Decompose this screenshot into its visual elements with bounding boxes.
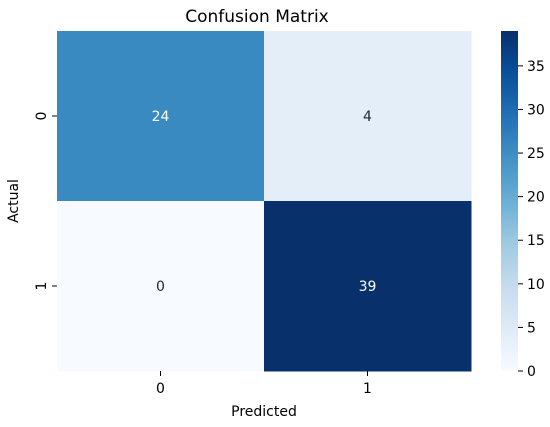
colorbar-tick-label-2: 10 bbox=[527, 277, 545, 293]
colorbar-tick-label-3: 15 bbox=[527, 233, 545, 249]
colorbar-tick-label-4: 20 bbox=[527, 190, 545, 206]
cell-annotation-1-1: 39 bbox=[359, 279, 377, 295]
colorbar-ticks: 0 5 10 15 20 25 30 35 bbox=[518, 59, 545, 380]
y-axis-ticks: 01 bbox=[34, 112, 57, 291]
cell-annotation-1-0: 0 bbox=[156, 279, 165, 295]
colorbar-tick-label-6: 30 bbox=[527, 102, 545, 118]
x-axis-label: Predicted bbox=[231, 404, 297, 420]
colorbar-tick-label-0: 0 bbox=[527, 364, 536, 380]
colorbar: 0 5 10 15 20 25 30 35 bbox=[501, 31, 545, 380]
colorbar-gradient-bar bbox=[501, 31, 518, 371]
colorbar-tick-label-7: 35 bbox=[527, 59, 545, 75]
x-tick-label-0: 0 bbox=[156, 381, 165, 397]
colorbar-tick-label-5: 25 bbox=[527, 146, 545, 162]
x-tick-label-1: 1 bbox=[363, 381, 372, 397]
heatmap-cells: 24 4 0 39 bbox=[57, 31, 472, 372]
colorbar-tick-label-1: 5 bbox=[527, 320, 536, 336]
heatmap-cell-1-0 bbox=[57, 201, 265, 372]
heatmap-cell-0-0 bbox=[57, 31, 265, 202]
heatmap-cell-0-1 bbox=[264, 31, 472, 202]
cell-annotation-0-0: 24 bbox=[152, 109, 170, 125]
y-tick-label-1: 1 bbox=[34, 282, 50, 291]
cell-annotation-0-1: 4 bbox=[363, 109, 372, 125]
heatmap-cell-1-1 bbox=[264, 201, 472, 372]
y-axis-label: Actual bbox=[6, 179, 22, 223]
chart-title: Confusion Matrix bbox=[185, 7, 329, 27]
y-tick-label-0: 0 bbox=[34, 112, 50, 121]
